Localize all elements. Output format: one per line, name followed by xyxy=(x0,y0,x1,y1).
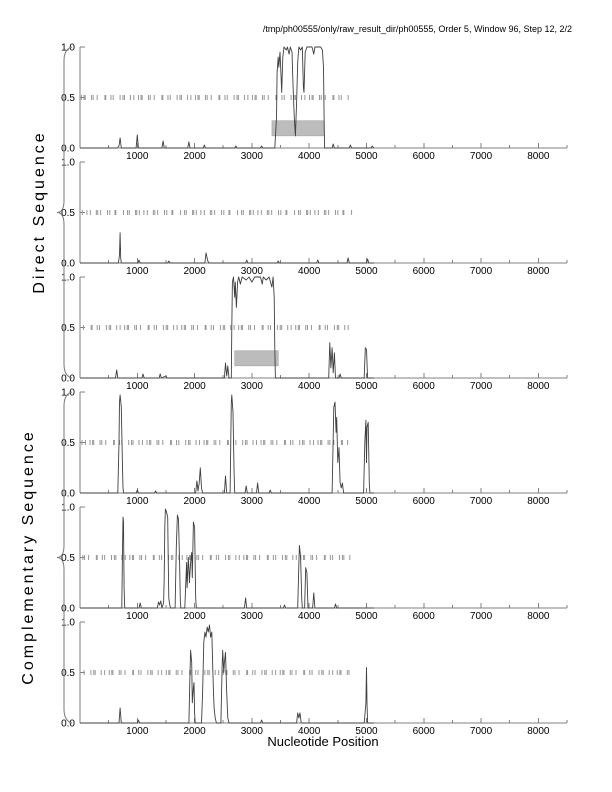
panel-5: 1.0 0.5 0.0 1000 2000 3000 4000 5000 6000 7000 800… xyxy=(61,503,568,622)
svg-text:3000: 3000 xyxy=(241,151,264,162)
svg-text:0.5: 0.5 xyxy=(61,93,75,104)
complementary-group-brace xyxy=(56,391,73,724)
plot-title: /tmp/ph00555/only/raw_result_dir/ph00555… xyxy=(262,24,572,34)
svg-text:1000: 1000 xyxy=(126,381,149,392)
svg-text:5000: 5000 xyxy=(355,726,378,737)
codon-markers xyxy=(80,95,349,100)
x-axis-label: Nucleotide Position xyxy=(267,734,379,749)
svg-text:5000: 5000 xyxy=(355,496,378,507)
codon-markers xyxy=(81,440,349,445)
svg-text:4000: 4000 xyxy=(298,726,321,737)
svg-text:2000: 2000 xyxy=(183,266,206,277)
svg-text:1.0: 1.0 xyxy=(61,273,75,284)
svg-text:8000: 8000 xyxy=(527,726,550,737)
svg-text:1.0: 1.0 xyxy=(61,503,75,514)
svg-text:5000: 5000 xyxy=(355,381,378,392)
orf-box xyxy=(234,350,279,367)
svg-text:6000: 6000 xyxy=(413,611,436,622)
svg-text:6000: 6000 xyxy=(413,496,436,507)
svg-text:2000: 2000 xyxy=(183,726,206,737)
svg-text:0.0: 0.0 xyxy=(61,489,75,500)
svg-text:1000: 1000 xyxy=(126,266,149,277)
panel-6: 1.0 0.5 0.0 1000 2000 3000 4000 5000 6000 7000 800… xyxy=(61,618,568,737)
complementary-sequence-label: Complementary Sequence xyxy=(20,429,37,685)
svg-text:6000: 6000 xyxy=(413,151,436,162)
probability-curve xyxy=(80,508,374,609)
svg-text:0.5: 0.5 xyxy=(61,668,75,679)
svg-text:1000: 1000 xyxy=(126,726,149,737)
svg-text:6000: 6000 xyxy=(413,726,436,737)
svg-text:3000: 3000 xyxy=(241,381,264,392)
svg-text:5000: 5000 xyxy=(355,266,378,277)
svg-text:8000: 8000 xyxy=(527,611,550,622)
direct-group-brace xyxy=(56,46,73,379)
svg-text:5000: 5000 xyxy=(355,611,378,622)
svg-text:1.0: 1.0 xyxy=(61,158,75,169)
panel-2: 1.0 0.5 0.0 1000 2000 3000 4000 5000 6000 7000 800… xyxy=(61,158,568,277)
svg-text:1000: 1000 xyxy=(126,611,149,622)
probability-curve xyxy=(80,276,374,379)
svg-text:4000: 4000 xyxy=(298,611,321,622)
svg-text:7000: 7000 xyxy=(470,381,493,392)
probability-curve xyxy=(80,46,375,149)
svg-text:2000: 2000 xyxy=(183,381,206,392)
orf-box xyxy=(271,120,324,137)
svg-text:0.0: 0.0 xyxy=(61,144,75,155)
svg-text:4000: 4000 xyxy=(298,266,321,277)
svg-text:0.5: 0.5 xyxy=(61,208,75,219)
svg-text:4000: 4000 xyxy=(298,151,321,162)
codon-markers xyxy=(82,325,349,330)
svg-text:3000: 3000 xyxy=(241,266,264,277)
codon-markers xyxy=(83,670,350,675)
svg-text:3000: 3000 xyxy=(241,611,264,622)
svg-text:8000: 8000 xyxy=(527,496,550,507)
svg-text:7000: 7000 xyxy=(470,266,493,277)
svg-text:0.0: 0.0 xyxy=(61,604,75,615)
svg-text:1.0: 1.0 xyxy=(61,43,75,54)
svg-text:7000: 7000 xyxy=(470,496,493,507)
svg-text:1000: 1000 xyxy=(126,496,149,507)
svg-text:3000: 3000 xyxy=(241,496,264,507)
panel-3: 1.0 0.5 0.0 1000 2000 3000 4000 5000 6000 7000 800… xyxy=(61,273,568,392)
panel-4: 1.0 0.5 0.0 1000 2000 3000 4000 5000 6000 7000 800… xyxy=(61,388,568,507)
svg-text:7000: 7000 xyxy=(470,726,493,737)
svg-text:0.5: 0.5 xyxy=(61,553,75,564)
codon-markers xyxy=(81,210,353,215)
svg-text:4000: 4000 xyxy=(298,381,321,392)
svg-text:8000: 8000 xyxy=(527,266,550,277)
svg-text:0.0: 0.0 xyxy=(61,259,75,270)
svg-text:2000: 2000 xyxy=(183,611,206,622)
panel-1: 1.0 0.5 0.0 1000 2000 3000 4000 5000 6000 7000 800… xyxy=(61,43,568,162)
svg-text:2000: 2000 xyxy=(183,496,206,507)
svg-text:6000: 6000 xyxy=(413,266,436,277)
svg-text:1000: 1000 xyxy=(126,151,149,162)
svg-text:1.0: 1.0 xyxy=(61,618,75,629)
codon-markers xyxy=(82,555,351,560)
svg-text:2000: 2000 xyxy=(183,151,206,162)
probability-curve xyxy=(80,232,374,264)
probability-curve xyxy=(80,624,374,724)
svg-text:0.0: 0.0 xyxy=(61,719,75,730)
svg-text:1.0: 1.0 xyxy=(61,388,75,399)
svg-text:7000: 7000 xyxy=(470,151,493,162)
svg-text:3000: 3000 xyxy=(241,726,264,737)
svg-text:8000: 8000 xyxy=(527,151,550,162)
svg-text:0.0: 0.0 xyxy=(61,374,75,385)
svg-text:4000: 4000 xyxy=(298,496,321,507)
probability-curve xyxy=(80,394,374,494)
svg-text:0.5: 0.5 xyxy=(61,323,75,334)
svg-text:6000: 6000 xyxy=(413,381,436,392)
svg-text:7000: 7000 xyxy=(470,611,493,622)
svg-text:5000: 5000 xyxy=(355,151,378,162)
svg-text:8000: 8000 xyxy=(527,381,550,392)
direct-sequence-label: Direct Sequence xyxy=(31,130,48,294)
svg-text:0.5: 0.5 xyxy=(61,438,75,449)
